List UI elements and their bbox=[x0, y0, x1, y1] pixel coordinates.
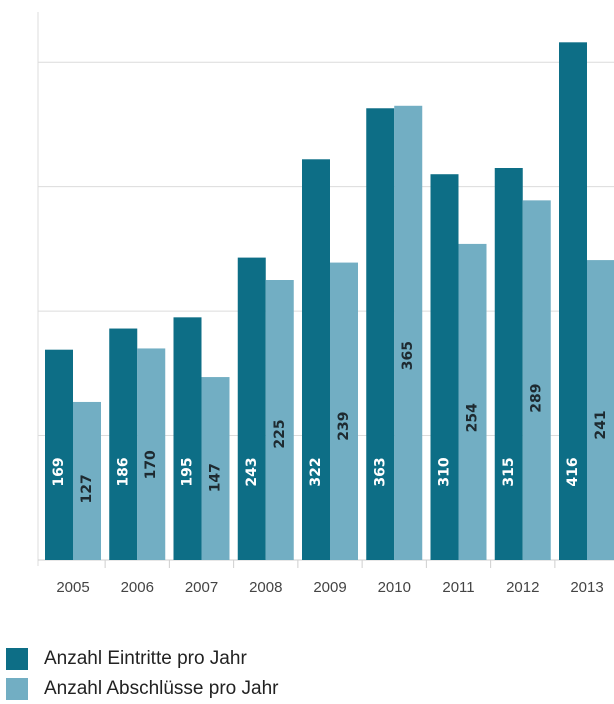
data-label-abschluesse-2009: 239 bbox=[336, 412, 352, 441]
x-tick-label-2005: 2005 bbox=[56, 579, 89, 596]
data-label-abschluesse-2005: 127 bbox=[79, 474, 95, 503]
bar-eintritte-2006 bbox=[109, 328, 138, 560]
legend-swatch-eintritte bbox=[6, 648, 28, 670]
data-label-eintritte-2008: 243 bbox=[244, 457, 260, 486]
bar-eintritte-2009 bbox=[302, 159, 330, 561]
x-tick-label-2006: 2006 bbox=[121, 579, 154, 596]
data-label-eintritte-2013: 416 bbox=[565, 457, 581, 486]
bar-eintritte-2010 bbox=[366, 108, 395, 561]
bar-eintritte-2007 bbox=[173, 317, 202, 560]
bar-abschluesse-2013 bbox=[587, 260, 614, 560]
bar-chart: 169 127 2005 186 170 2006 195 147 2007 243 225 2008… bbox=[37, 12, 614, 596]
bar-abschluesse-2008 bbox=[265, 280, 294, 560]
bar-eintritte-2013 bbox=[559, 42, 587, 561]
data-label-abschluesse-2008: 225 bbox=[272, 419, 288, 448]
bar-abschluesse-2011 bbox=[458, 243, 487, 560]
data-label-abschluesse-2012: 289 bbox=[529, 384, 545, 413]
x-tick-label-2009: 2009 bbox=[313, 579, 346, 596]
bar-eintritte-2005 bbox=[45, 349, 73, 560]
data-label-abschluesse-2013: 241 bbox=[593, 410, 609, 439]
bar-abschluesse-2009 bbox=[330, 262, 358, 560]
x-tick-label-2011: 2011 bbox=[442, 579, 474, 596]
legend-label-eintritte: Anzahl Eintritte pro Jahr bbox=[44, 648, 247, 669]
x-tick-label-2008: 2008 bbox=[249, 579, 282, 596]
data-label-abschluesse-2006: 170 bbox=[143, 450, 159, 479]
x-tick-label-2013: 2013 bbox=[570, 579, 603, 596]
bar-abschluesse-2012 bbox=[522, 200, 551, 560]
data-label-eintritte-2012: 315 bbox=[501, 457, 517, 486]
bar-abschluesse-2006 bbox=[137, 348, 166, 560]
bar-abschluesse-2005 bbox=[73, 401, 101, 560]
data-label-eintritte-2007: 195 bbox=[180, 457, 196, 486]
legend-item-abschluesse: Anzahl Abschlüsse pro Jahr bbox=[6, 674, 278, 704]
bar-eintritte-2012 bbox=[494, 168, 523, 560]
data-label-eintritte-2010: 363 bbox=[372, 457, 388, 486]
x-tick-label-2012: 2012 bbox=[506, 579, 539, 596]
x-tick-label-2010: 2010 bbox=[378, 579, 411, 596]
x-tick-label-2007: 2007 bbox=[185, 579, 218, 596]
data-label-abschluesse-2007: 147 bbox=[208, 463, 224, 492]
data-label-abschluesse-2011: 254 bbox=[465, 403, 481, 432]
data-label-abschluesse-2010: 365 bbox=[400, 341, 416, 370]
legend: Anzahl Eintritte pro Jahr Anzahl Abschlü… bbox=[6, 644, 278, 704]
legend-label-abschluesse: Anzahl Abschlüsse pro Jahr bbox=[44, 678, 279, 699]
legend-swatch-abschluesse bbox=[6, 678, 28, 700]
bar-abschluesse-2007 bbox=[201, 377, 230, 560]
bar-eintritte-2011 bbox=[430, 174, 459, 560]
data-label-eintritte-2011: 310 bbox=[437, 457, 453, 486]
bar-abschluesse-2010 bbox=[394, 105, 423, 561]
data-label-eintritte-2009: 322 bbox=[308, 457, 324, 486]
legend-item-eintritte: Anzahl Eintritte pro Jahr bbox=[6, 644, 278, 674]
bar-eintritte-2008 bbox=[237, 257, 266, 560]
data-label-eintritte-2006: 186 bbox=[115, 457, 131, 486]
data-label-eintritte-2005: 169 bbox=[51, 457, 67, 486]
